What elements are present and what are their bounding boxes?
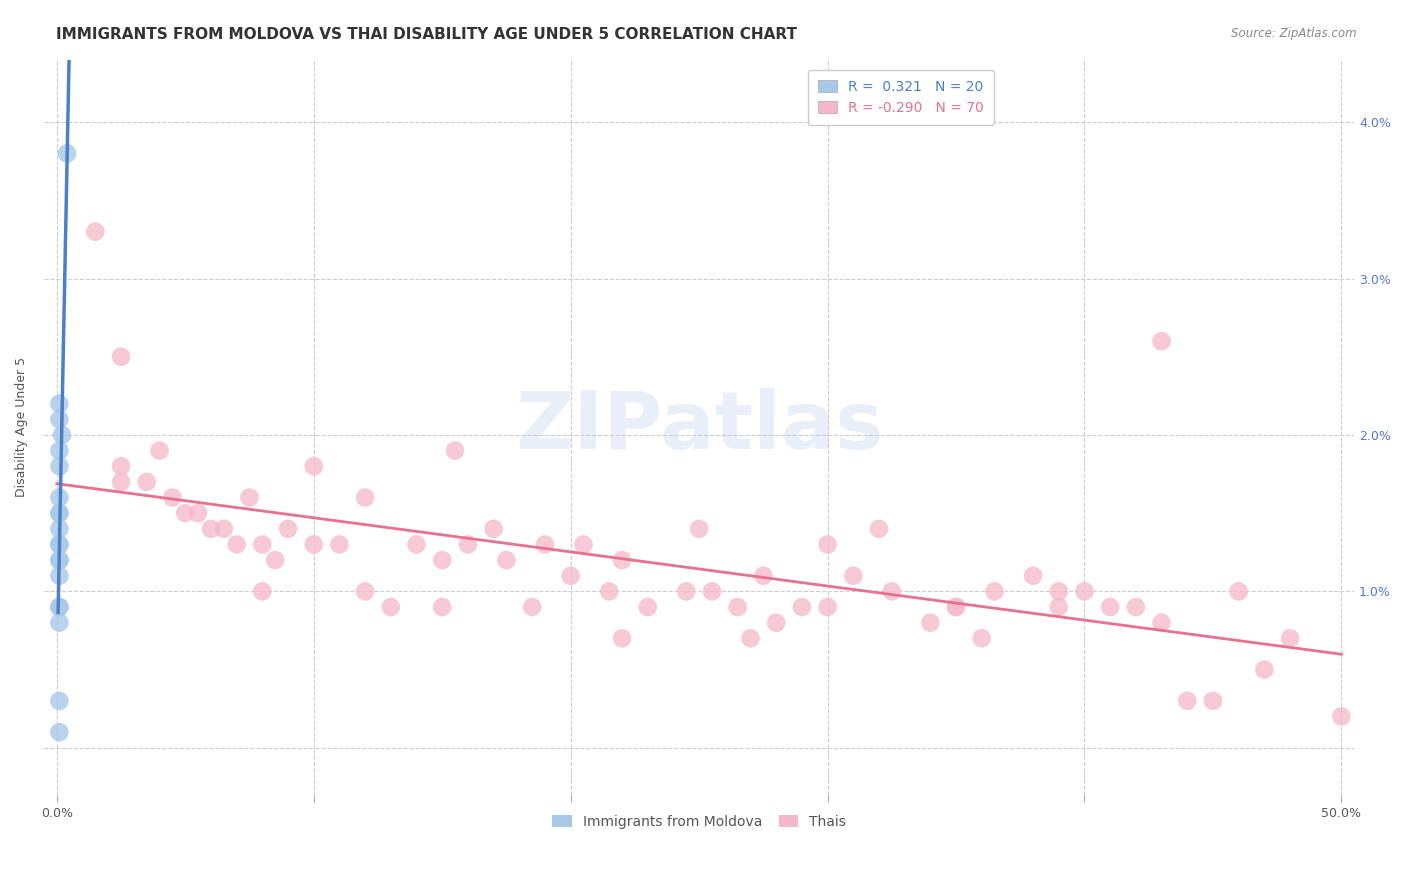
Point: [637, 600, 659, 615]
Point: [328, 537, 350, 551]
Point: [238, 491, 260, 505]
Point: [48, 506, 70, 520]
Point: [84, 225, 107, 239]
Point: [1073, 584, 1095, 599]
Text: Source: ZipAtlas.com: Source: ZipAtlas.com: [1232, 27, 1357, 40]
Point: [252, 537, 274, 551]
Point: [48, 600, 70, 615]
Point: [174, 506, 197, 520]
Point: [495, 553, 517, 567]
Point: [727, 600, 749, 615]
Point: [520, 600, 543, 615]
Point: [110, 459, 132, 474]
Point: [880, 584, 903, 599]
Point: [432, 600, 454, 615]
Point: [740, 632, 762, 646]
Point: [48, 553, 70, 567]
Point: [187, 506, 209, 520]
Point: [1227, 584, 1250, 599]
Point: [482, 522, 505, 536]
Point: [610, 632, 633, 646]
Point: [572, 537, 595, 551]
Point: [1175, 694, 1198, 708]
Point: [48, 491, 70, 505]
Point: [51, 428, 73, 442]
Point: [405, 537, 427, 551]
Point: [110, 350, 132, 364]
Point: [1022, 568, 1045, 582]
Point: [48, 443, 70, 458]
Point: [48, 600, 70, 615]
Point: [212, 522, 235, 536]
Point: [162, 491, 184, 505]
Point: [945, 600, 967, 615]
Point: [1047, 584, 1070, 599]
Point: [1202, 694, 1225, 708]
Point: [983, 584, 1005, 599]
Point: [765, 615, 787, 630]
Point: [48, 537, 70, 551]
Point: [48, 553, 70, 567]
Point: [752, 568, 775, 582]
Point: [277, 522, 299, 536]
Point: [48, 615, 70, 630]
Point: [48, 522, 70, 536]
Point: [598, 584, 620, 599]
Text: ZIPatlas: ZIPatlas: [515, 388, 883, 467]
Point: [48, 397, 70, 411]
Legend: Immigrants from Moldova, Thais: Immigrants from Moldova, Thais: [546, 807, 853, 836]
Point: [1253, 663, 1275, 677]
Point: [560, 568, 582, 582]
Point: [135, 475, 157, 489]
Point: [354, 491, 377, 505]
Point: [302, 537, 325, 551]
Y-axis label: Disability Age Under 5: Disability Age Under 5: [15, 357, 28, 497]
Point: [48, 537, 70, 551]
Point: [48, 725, 70, 739]
Point: [56, 146, 79, 161]
Point: [842, 568, 865, 582]
Point: [790, 600, 813, 615]
Point: [534, 537, 557, 551]
Point: [1150, 615, 1173, 630]
Point: [48, 412, 70, 426]
Point: [252, 584, 274, 599]
Point: [149, 443, 172, 458]
Point: [688, 522, 710, 536]
Point: [200, 522, 222, 536]
Text: IMMIGRANTS FROM MOLDOVA VS THAI DISABILITY AGE UNDER 5 CORRELATION CHART: IMMIGRANTS FROM MOLDOVA VS THAI DISABILI…: [56, 27, 797, 42]
Point: [444, 443, 467, 458]
Point: [1047, 600, 1070, 615]
Point: [1150, 334, 1173, 348]
Point: [675, 584, 697, 599]
Point: [457, 537, 479, 551]
Point: [970, 632, 993, 646]
Point: [1125, 600, 1147, 615]
Point: [1099, 600, 1122, 615]
Point: [610, 553, 633, 567]
Point: [380, 600, 402, 615]
Point: [225, 537, 247, 551]
Point: [264, 553, 287, 567]
Point: [945, 600, 967, 615]
Point: [817, 537, 839, 551]
Point: [920, 615, 942, 630]
Point: [48, 568, 70, 582]
Point: [1330, 709, 1353, 723]
Point: [868, 522, 890, 536]
Point: [302, 459, 325, 474]
Point: [700, 584, 723, 599]
Point: [354, 584, 377, 599]
Point: [817, 600, 839, 615]
Point: [48, 459, 70, 474]
Point: [1279, 632, 1302, 646]
Point: [48, 694, 70, 708]
Point: [432, 553, 454, 567]
Point: [48, 506, 70, 520]
Point: [110, 475, 132, 489]
